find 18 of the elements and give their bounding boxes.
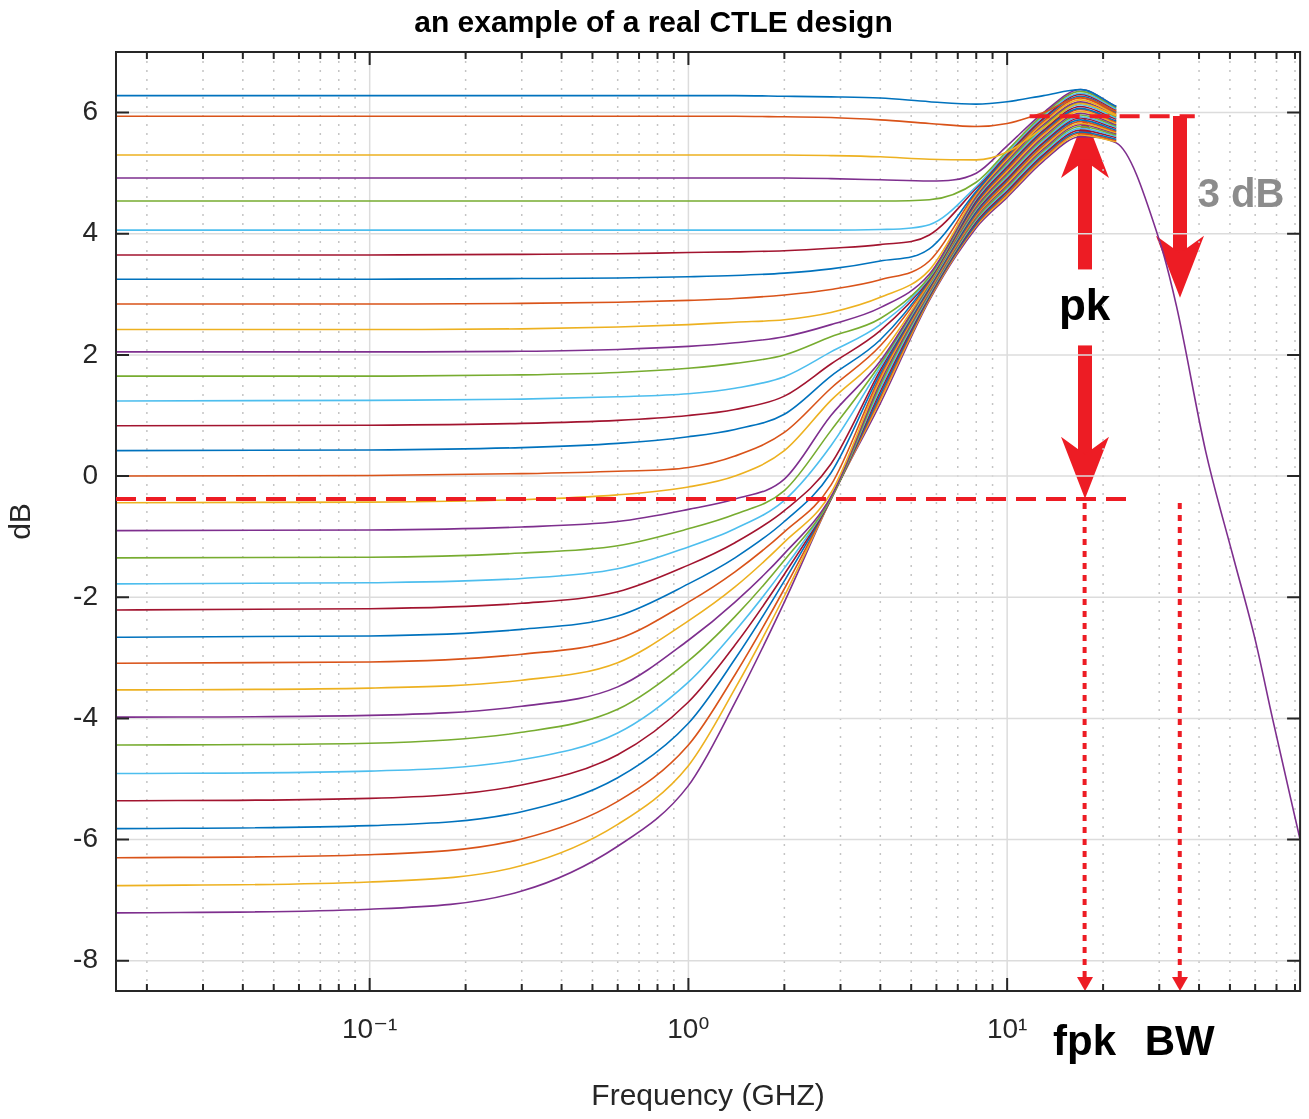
- x-axis-title: Frequency (GHZ): [591, 1078, 825, 1112]
- y-tick-label: 0: [82, 458, 98, 490]
- ref-line-label: fpk: [1053, 1016, 1117, 1064]
- x-tick-label: 10⁰: [667, 1012, 710, 1044]
- ref-line-label: BW: [1144, 1016, 1216, 1064]
- y-tick-label: -2: [73, 579, 98, 611]
- chart-title: an example of a real CTLE design: [414, 5, 893, 39]
- y-tick-label: 6: [82, 95, 98, 127]
- y-tick-label: -4: [73, 701, 98, 733]
- x-tick-label: 10⁻¹: [342, 1012, 398, 1044]
- y-axis-title: dB: [3, 503, 37, 540]
- y-tick-label: -8: [73, 943, 98, 975]
- annotation: pk: [1058, 279, 1111, 329]
- annotation: 3 dB: [1197, 171, 1285, 216]
- x-tick-label: 10¹: [986, 1012, 1028, 1044]
- y-tick-label: 4: [82, 216, 98, 248]
- y-tick-label: 2: [82, 337, 98, 369]
- y-tick-label: -6: [73, 822, 98, 854]
